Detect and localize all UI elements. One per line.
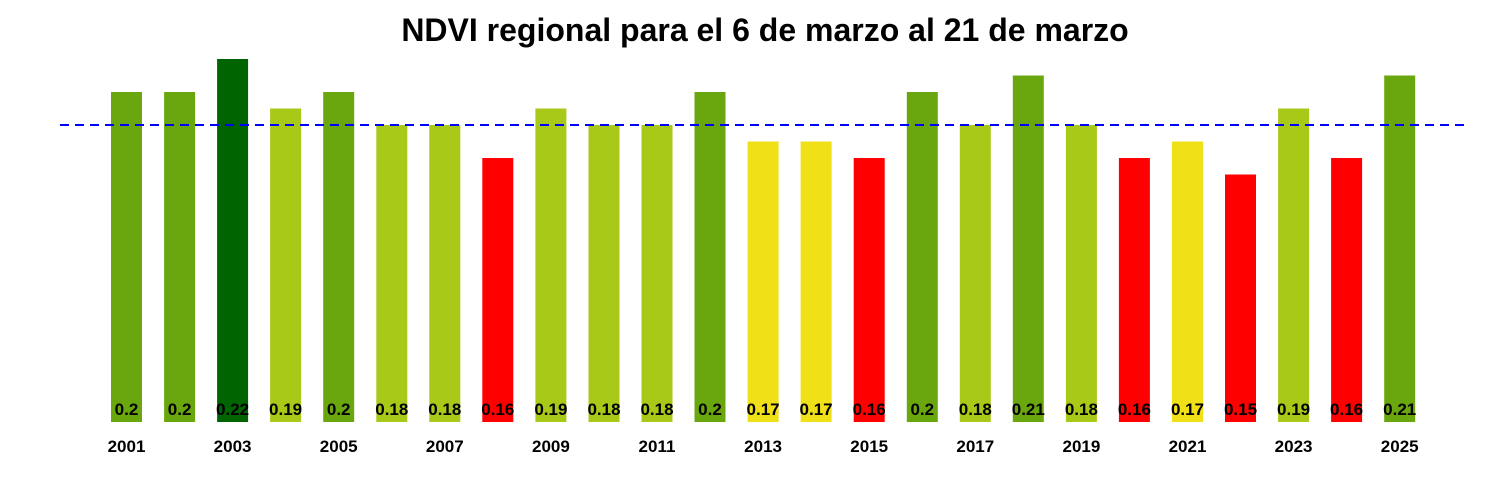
bar-2018 [1012, 75, 1044, 422]
value-label-2012: 0.2 [698, 400, 722, 419]
value-label-2017: 0.18 [959, 400, 992, 419]
bar-2020 [1118, 158, 1150, 422]
bar-2023 [1278, 108, 1310, 422]
chart-title: NDVI regional para el 6 de marzo al 21 d… [401, 12, 1129, 48]
value-label-2019: 0.18 [1065, 400, 1098, 419]
x-tick-2023: 2023 [1275, 437, 1313, 456]
x-tick-2011: 2011 [639, 437, 676, 456]
bars-layer [111, 59, 1416, 422]
bar-2005 [323, 92, 355, 422]
bar-2008 [482, 158, 514, 422]
x-tick-2007: 2007 [426, 437, 464, 456]
bar-2004 [270, 108, 302, 422]
value-label-2014: 0.17 [800, 400, 833, 419]
value-label-2025: 0.21 [1383, 400, 1416, 419]
x-tick-2005: 2005 [320, 437, 358, 456]
x-tick-2025: 2025 [1381, 437, 1419, 456]
value-label-2006: 0.18 [375, 400, 408, 419]
value-label-2024: 0.16 [1330, 400, 1363, 419]
x-tick-2009: 2009 [532, 437, 570, 456]
value-label-2007: 0.18 [428, 400, 461, 419]
bar-2007 [429, 125, 461, 422]
x-axis-ticks: 2001 2003 2005 2007 2009 2011 2013 2015 2017 2019… [108, 437, 1419, 456]
x-tick-2019: 2019 [1062, 437, 1100, 456]
value-label-2001: 0.2 [115, 400, 139, 419]
value-label-2003: 0.22 [216, 400, 249, 419]
bar-2015 [853, 158, 885, 422]
value-label-2013: 0.17 [747, 400, 780, 419]
value-label-2023: 0.19 [1277, 400, 1310, 419]
bar-2011 [641, 125, 673, 422]
bar-2010 [588, 125, 620, 422]
value-label-2015: 0.16 [853, 400, 886, 419]
bar-2013 [747, 141, 779, 422]
x-tick-2001: 2001 [108, 437, 146, 456]
bar-2012 [694, 92, 726, 422]
value-label-2002: 0.2 [168, 400, 192, 419]
x-tick-2021: 2021 [1169, 437, 1207, 456]
value-label-2004: 0.19 [269, 400, 302, 419]
value-label-2011: 0.18 [640, 400, 673, 419]
value-label-2008: 0.16 [481, 400, 514, 419]
value-labels-layer: 0.2 0.2 0.22 0.19 0.2 0.18 0.18 0.16 0.19 0.18 0.1… [115, 400, 1417, 419]
x-tick-2015: 2015 [850, 437, 888, 456]
x-tick-2013: 2013 [744, 437, 782, 456]
value-label-2018: 0.21 [1012, 400, 1045, 419]
value-label-2010: 0.18 [587, 400, 620, 419]
bar-2016 [906, 92, 938, 422]
value-label-2022: 0.15 [1224, 400, 1257, 419]
x-tick-2003: 2003 [214, 437, 252, 456]
value-label-2005: 0.2 [327, 400, 351, 419]
bar-2003 [217, 59, 249, 422]
bar-2006 [376, 125, 408, 422]
value-label-2021: 0.17 [1171, 400, 1204, 419]
value-label-2009: 0.19 [534, 400, 567, 419]
bar-2009 [535, 108, 567, 422]
bar-2014 [800, 141, 832, 422]
bar-2022 [1225, 174, 1256, 422]
bar-2002 [164, 92, 196, 422]
bar-2019 [1065, 125, 1097, 422]
x-tick-2017: 2017 [956, 437, 994, 456]
bar-2025 [1384, 75, 1416, 422]
bar-2001 [111, 92, 142, 422]
value-label-2016: 0.2 [910, 400, 934, 419]
bar-2017 [959, 125, 991, 422]
bar-2021 [1172, 141, 1203, 422]
bar-2024 [1331, 158, 1363, 422]
value-label-2020: 0.16 [1118, 400, 1151, 419]
